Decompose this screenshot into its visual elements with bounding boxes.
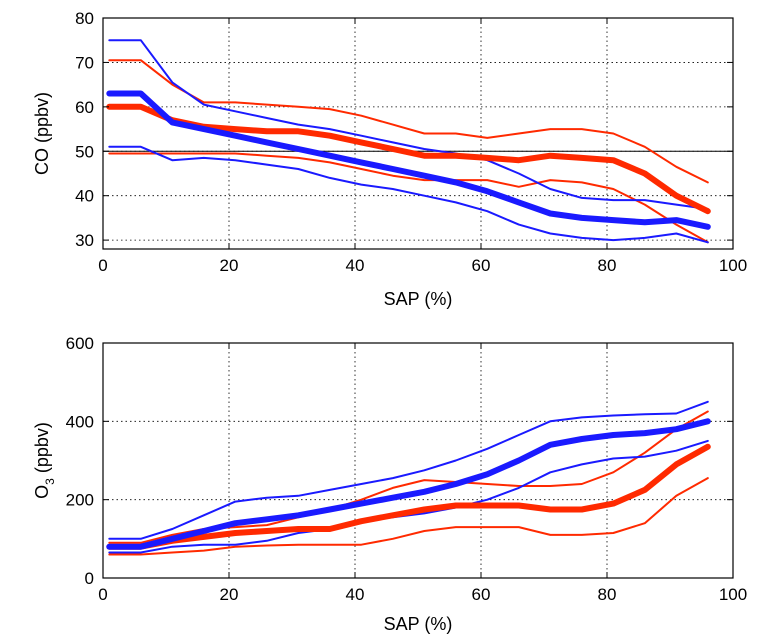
- co-x-tick-label: 80: [598, 256, 617, 275]
- o3-series-1-line: [106, 443, 711, 550]
- o3-y-tick-label: 400: [66, 412, 94, 431]
- o3-series-2-line: [108, 410, 709, 544]
- co-x-axis-label: SAP (%): [384, 289, 453, 309]
- co-x-tick-label: 100: [719, 256, 747, 275]
- co-y-tick-label: 40: [75, 187, 94, 206]
- co-series-4-line: [106, 90, 711, 230]
- o3-x-tick-label: 20: [220, 585, 239, 604]
- o3-y-tick-label: 200: [66, 491, 94, 510]
- o3-y-tick-label: 600: [66, 334, 94, 353]
- o3-x-axis-label: SAP (%): [384, 614, 453, 634]
- co-x-tick-label: 0: [98, 256, 107, 275]
- o3-chart: 0 20 40 60 80 100 0 200 400 600 SAP (%) O3 (ppbv): [32, 334, 747, 634]
- co-plot-frame: [102, 17, 734, 250]
- o3-y-tick-label: 0: [85, 569, 94, 588]
- o3-series-0-line: [108, 477, 709, 556]
- co-series-3-line: [108, 39, 709, 210]
- co-x-tick-label: 60: [472, 256, 491, 275]
- co-y-tick-label: 80: [75, 9, 94, 28]
- co-y-tick-label: 60: [75, 98, 94, 117]
- co-series-2-line: [108, 152, 709, 244]
- co-series-5-line: [108, 145, 709, 244]
- o3-series-4-line: [106, 418, 711, 550]
- o3-x-tick-label: 0: [98, 585, 107, 604]
- o3-y-axis-label: O3 (ppbv): [32, 422, 57, 499]
- o3-plot-frame: [102, 342, 734, 579]
- co-x-tick-label: 40: [346, 256, 365, 275]
- co-x-tick-label: 20: [220, 256, 239, 275]
- o3-x-tick-label: 80: [598, 585, 617, 604]
- co-y-axis-label: CO (ppbv): [32, 92, 52, 175]
- o3-x-tick-label: 100: [719, 585, 747, 604]
- o3-series-3-line: [108, 400, 709, 540]
- co-y-tick-label: 50: [75, 142, 94, 161]
- o3-x-tick-label: 60: [472, 585, 491, 604]
- co-y-tick-label: 30: [75, 231, 94, 250]
- co-series-0-line: [108, 59, 709, 184]
- o3-x-tick-label: 40: [346, 585, 365, 604]
- co-y-tick-label: 70: [75, 53, 94, 72]
- co-chart: 0 20 40 60 80 100 30 40 50 60 70 80 SAP (%) CO (ppbv): [32, 9, 747, 309]
